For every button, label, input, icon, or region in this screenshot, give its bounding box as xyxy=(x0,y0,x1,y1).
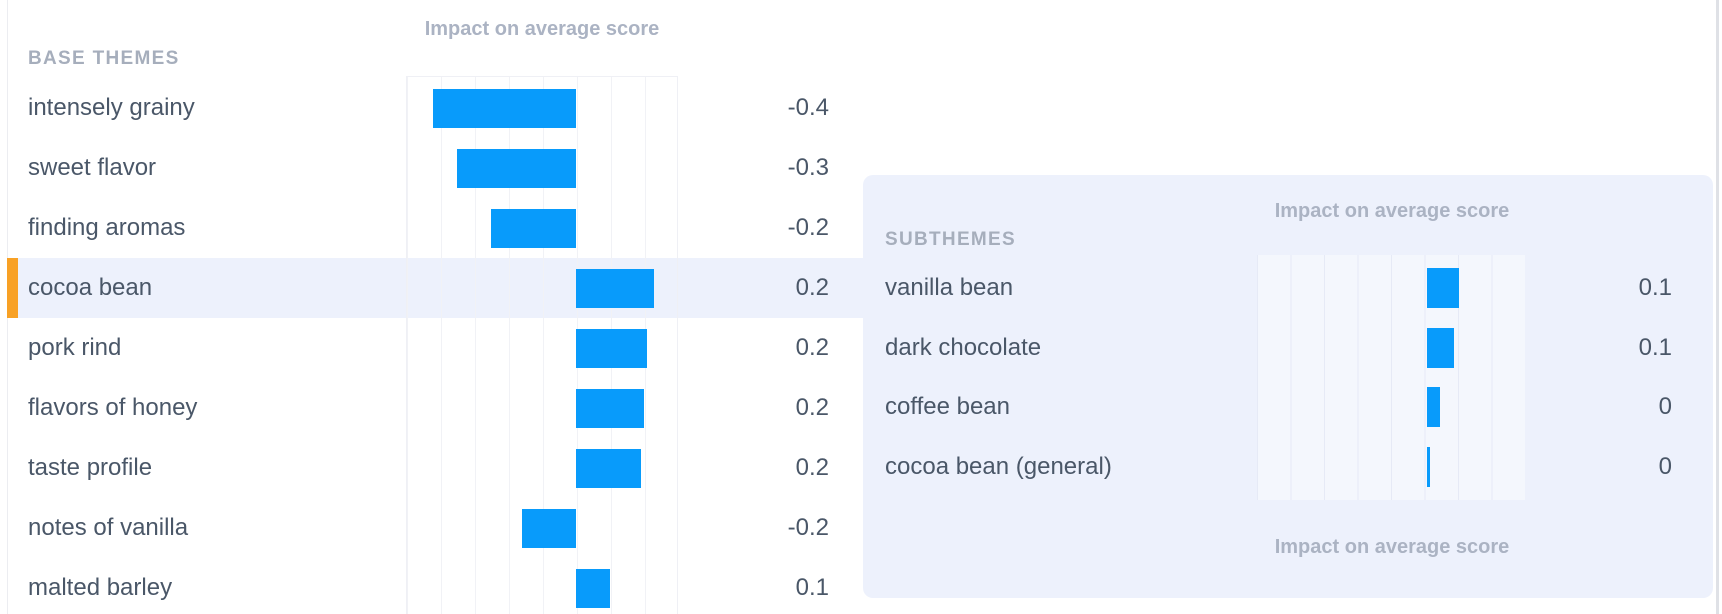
impact-bar xyxy=(576,269,654,308)
impact-bar xyxy=(1427,387,1440,427)
base-themes-header: BASE THEMES xyxy=(28,48,180,69)
theme-impact-value: 0.2 xyxy=(795,394,829,421)
subtheme-row[interactable]: dark chocolate 0.1 xyxy=(863,318,1713,377)
theme-impact-value: -0.3 xyxy=(787,154,829,181)
theme-label: sweet flavor xyxy=(28,154,157,181)
theme-label: notes of vanilla xyxy=(28,514,189,541)
theme-impact-value: 0.1 xyxy=(795,574,829,601)
theme-impact-value: 0.2 xyxy=(795,274,829,301)
theme-label: cocoa bean xyxy=(28,274,153,301)
sub-chart-title-top: Impact on average score xyxy=(1274,200,1510,222)
theme-impact-value: 0.2 xyxy=(795,334,829,361)
theme-row[interactable]: intensely grainy -0.4 xyxy=(7,78,863,138)
subtheme-impact-value: 0 xyxy=(1658,453,1672,480)
theme-label: taste profile xyxy=(28,454,153,481)
subtheme-impact-value: 0 xyxy=(1658,393,1672,420)
subtheme-row[interactable]: vanilla bean 0.1 xyxy=(863,258,1713,317)
impact-bar xyxy=(1427,268,1459,308)
impact-bar xyxy=(491,209,576,248)
impact-bar xyxy=(457,149,576,188)
theme-row[interactable]: pork rind 0.2 xyxy=(7,318,863,378)
window-right-edge xyxy=(1716,0,1719,614)
impact-bar xyxy=(576,449,641,488)
theme-row[interactable]: finding aromas -0.2 xyxy=(7,198,863,258)
theme-label: finding aromas xyxy=(28,214,186,241)
impact-bar xyxy=(576,569,610,608)
theme-impact-value: -0.4 xyxy=(787,94,829,121)
impact-bar xyxy=(576,329,647,368)
base-chart-title: Impact on average score xyxy=(424,18,660,40)
theme-impact-value: -0.2 xyxy=(787,514,829,541)
theme-label: pork rind xyxy=(28,334,122,361)
subtheme-label: cocoa bean (general) xyxy=(885,453,1112,480)
subtheme-row[interactable]: cocoa bean (general) 0 xyxy=(863,437,1713,496)
subtheme-label: coffee bean xyxy=(885,393,1011,420)
sub-chart-title-bottom: Impact on average score xyxy=(1274,536,1510,558)
theme-label: intensely grainy xyxy=(28,94,195,121)
theme-row[interactable]: malted barley 0.1 xyxy=(7,558,863,614)
theme-label: flavors of honey xyxy=(28,394,198,421)
subtheme-impact-value: 0.1 xyxy=(1638,334,1672,361)
subthemes-header: SUBTHEMES xyxy=(885,229,1016,250)
base-themes-list: intensely grainy -0.4 sweet flavor -0.3 … xyxy=(7,0,863,614)
impact-bar xyxy=(576,389,644,428)
theme-row-selected[interactable]: cocoa bean 0.2 xyxy=(7,258,863,318)
theme-label: malted barley xyxy=(28,574,173,601)
impact-bar xyxy=(433,89,576,128)
impact-bar xyxy=(1427,328,1454,368)
subtheme-impact-value: 0.1 xyxy=(1638,274,1672,301)
impact-bar xyxy=(522,509,576,548)
subtheme-label: vanilla bean xyxy=(885,274,1014,301)
subthemes-panel: SUBTHEMES Impact on average score vanill… xyxy=(863,175,1713,598)
theme-row[interactable]: taste profile 0.2 xyxy=(7,438,863,498)
selection-marker xyxy=(7,258,18,318)
theme-impact-value: 0.2 xyxy=(795,454,829,481)
subtheme-row[interactable]: coffee bean 0 xyxy=(863,377,1713,436)
theme-row[interactable]: notes of vanilla -0.2 xyxy=(7,498,863,558)
theme-impact-value: -0.2 xyxy=(787,214,829,241)
impact-bar xyxy=(1427,447,1430,487)
subtheme-label: dark chocolate xyxy=(885,334,1042,361)
theme-row[interactable]: flavors of honey 0.2 xyxy=(7,378,863,438)
theme-row[interactable]: sweet flavor -0.3 xyxy=(7,138,863,198)
